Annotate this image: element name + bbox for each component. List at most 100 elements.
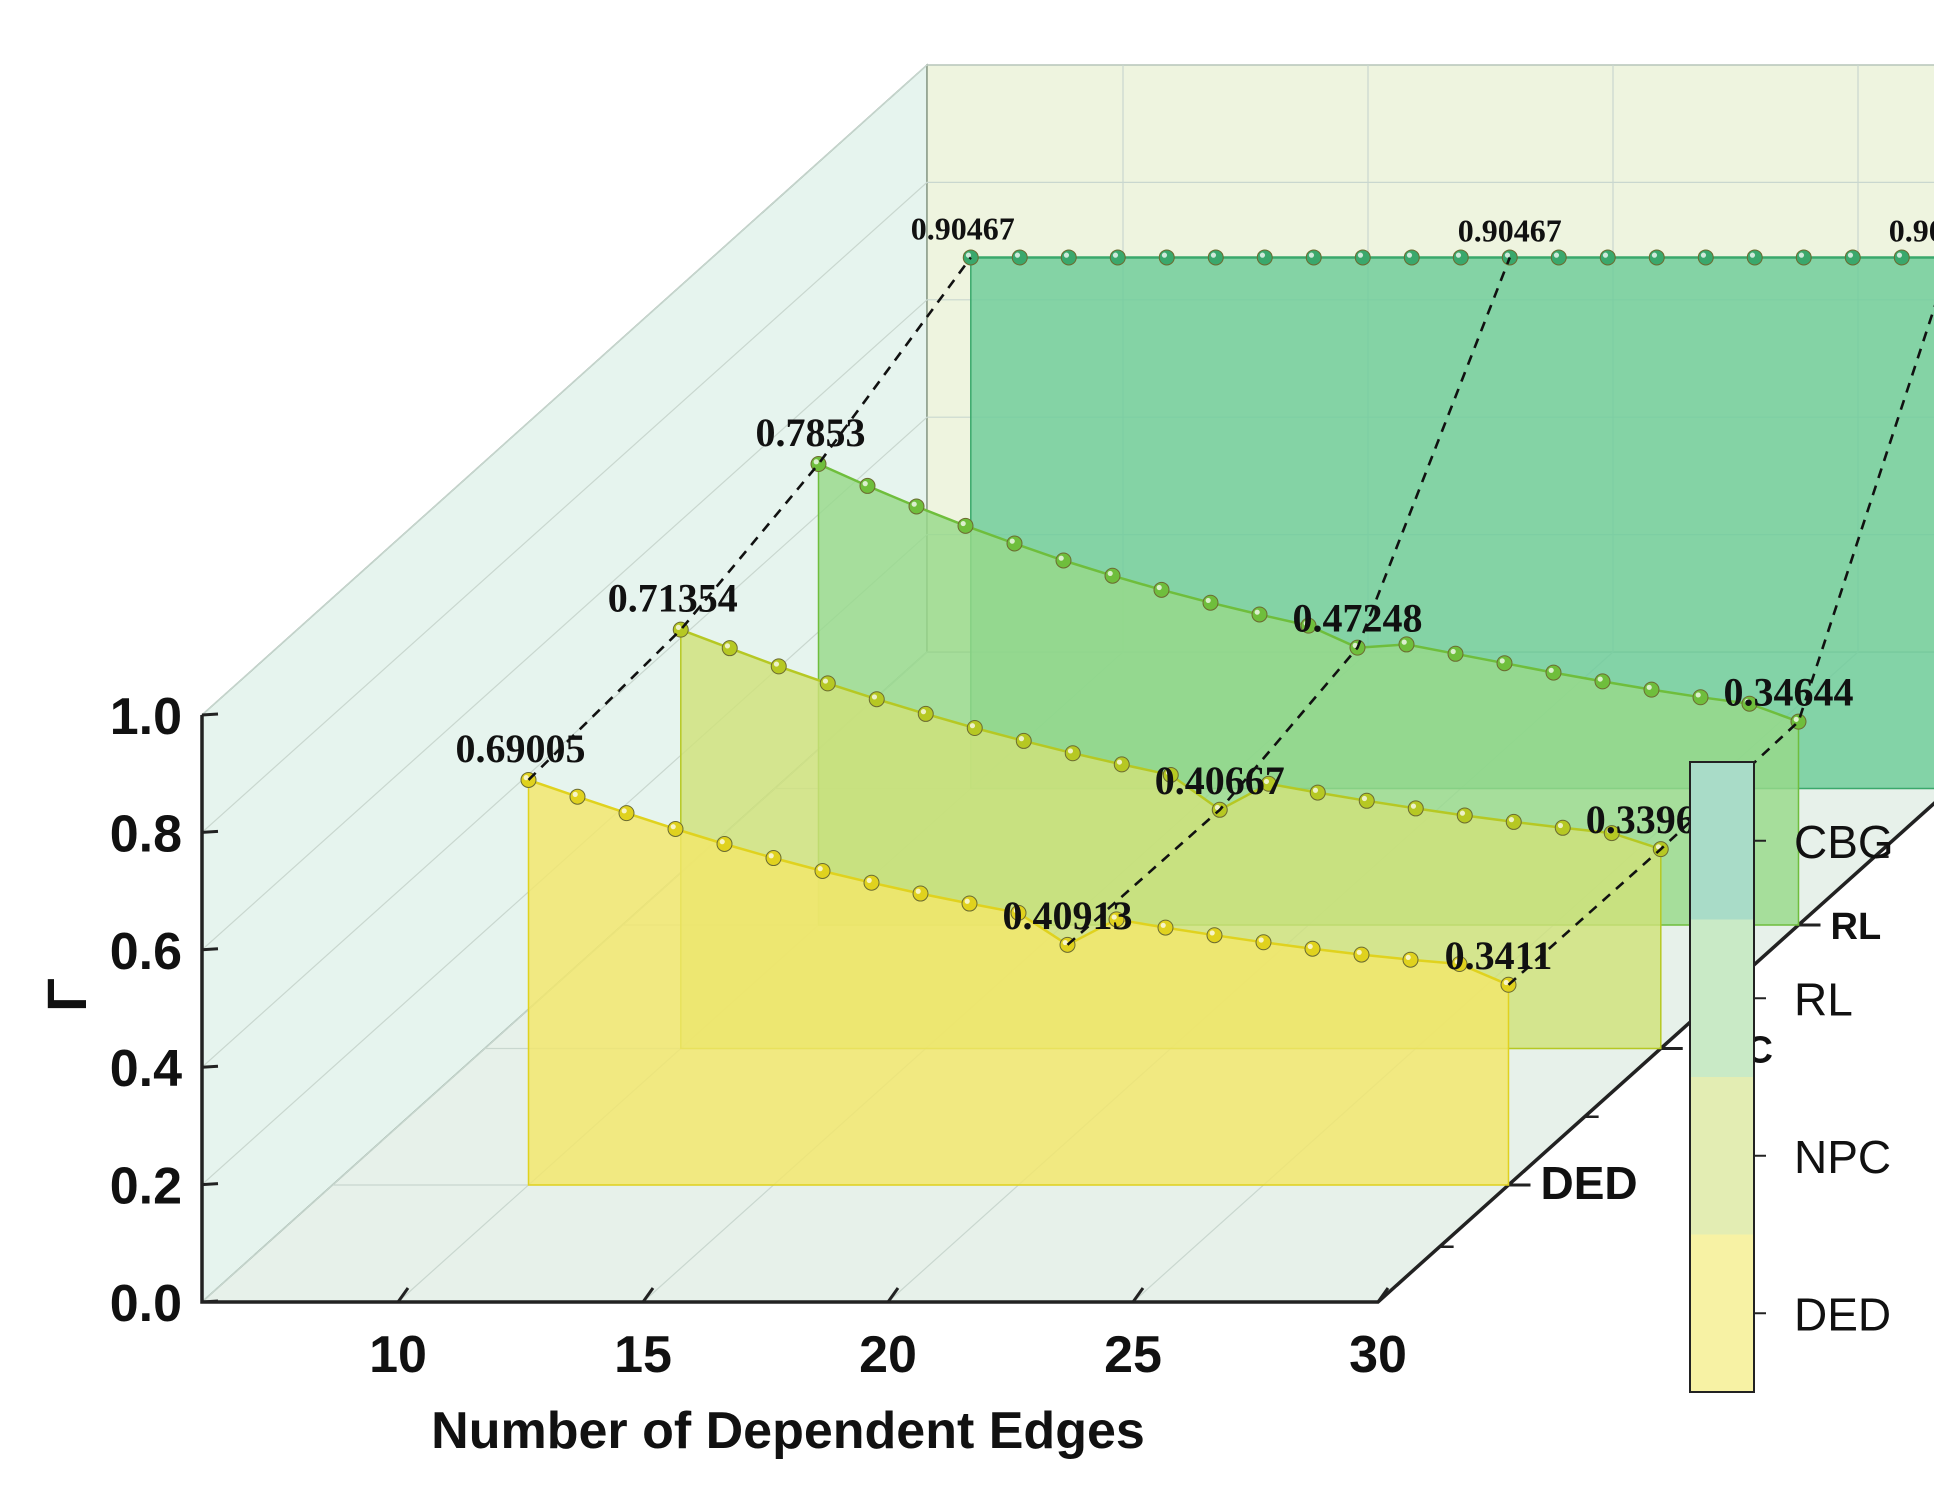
data-point xyxy=(908,498,925,515)
data-point-highlight xyxy=(1111,914,1117,920)
data-point-highlight xyxy=(1063,252,1070,258)
data-point xyxy=(1643,681,1660,698)
data-label: 0.71354 xyxy=(608,576,738,621)
data-point xyxy=(912,885,929,902)
y-tick-label: 0.2 xyxy=(110,1158,182,1216)
x-tick-mark xyxy=(396,1287,410,1303)
data-point xyxy=(1844,249,1861,266)
data-point-highlight xyxy=(1405,954,1411,961)
data-point-highlight xyxy=(1254,609,1260,615)
data-point xyxy=(1746,249,1763,266)
data-point-highlight xyxy=(1067,748,1074,754)
data-point xyxy=(1599,249,1616,266)
data-point xyxy=(1354,249,1371,266)
y-tick-mark xyxy=(201,1064,219,1069)
data-point-highlight xyxy=(1018,736,1025,742)
data-point-highlight xyxy=(1205,597,1211,604)
data-point xyxy=(1060,249,1077,266)
data-point-highlight xyxy=(1606,828,1613,834)
data-point xyxy=(1309,784,1326,801)
data-point xyxy=(1505,813,1522,830)
data-point xyxy=(1403,249,1420,266)
data-point xyxy=(1353,946,1370,963)
data-point-highlight xyxy=(1356,949,1362,955)
x-tick-mark xyxy=(1376,1287,1390,1303)
y-tick-label: 0.6 xyxy=(110,923,182,981)
data-label: 0.69005 xyxy=(456,726,586,771)
data-point-highlight xyxy=(1450,648,1456,655)
data-point-highlight xyxy=(822,678,829,684)
data-point xyxy=(1251,606,1268,623)
series-tick-label: DED xyxy=(1541,1157,1638,1209)
data-point-highlight xyxy=(1455,252,1462,258)
data-point-highlight xyxy=(1557,822,1564,829)
data-point-highlight xyxy=(523,775,529,781)
data-point-highlight xyxy=(964,898,970,904)
data-point-highlight xyxy=(1259,252,1266,258)
data-point xyxy=(1006,535,1023,552)
data-point-highlight xyxy=(965,252,972,258)
y-gridline xyxy=(201,181,1934,833)
data-point-highlight xyxy=(1896,252,1903,258)
y-tick-mark xyxy=(201,1182,219,1187)
data-point xyxy=(1452,249,1469,266)
data-point xyxy=(1305,249,1322,266)
x-axis-label: Number of Dependent Edges xyxy=(431,1402,1145,1460)
data-point xyxy=(569,788,586,805)
data-point-highlight xyxy=(1508,817,1515,823)
data-label: 0.3411 xyxy=(1445,933,1553,978)
y-tick-label: 0.0 xyxy=(110,1275,182,1333)
x-tick-mark xyxy=(641,1287,655,1303)
legend-swatch xyxy=(1690,919,1754,1077)
legend-swatch xyxy=(1690,1234,1754,1392)
data-point xyxy=(819,675,836,692)
data-point-highlight xyxy=(1410,803,1417,809)
data-point-highlight xyxy=(773,661,780,667)
data-point xyxy=(863,874,880,891)
data-point-highlight xyxy=(1258,937,1264,943)
data-point-highlight xyxy=(1013,907,1019,914)
data-point-highlight xyxy=(675,624,682,630)
data-point xyxy=(1893,249,1910,266)
data-point xyxy=(1207,249,1224,266)
data-point-highlight xyxy=(621,808,627,814)
y-tick-label: 0.4 xyxy=(110,1040,182,1098)
data-point-highlight xyxy=(1009,538,1015,544)
data-point-highlight xyxy=(1655,844,1662,850)
data-point-highlight xyxy=(1454,959,1460,965)
data-point-highlight xyxy=(1361,795,1368,802)
data-point-highlight xyxy=(1406,252,1413,258)
data-point xyxy=(1554,819,1571,836)
y-tick-mark xyxy=(201,829,219,834)
legend-label: CBG xyxy=(1794,816,1894,868)
data-point-highlight xyxy=(1116,759,1123,765)
data-point-highlight xyxy=(1161,252,1168,258)
data-point-highlight xyxy=(920,709,927,715)
data-point-highlight xyxy=(1165,770,1172,776)
data-label: 0.7853 xyxy=(756,410,866,455)
y-gridline xyxy=(201,64,1934,716)
data-point-highlight xyxy=(1602,252,1609,258)
data-point-highlight xyxy=(670,824,676,830)
data-point-highlight xyxy=(1312,787,1319,793)
data-point xyxy=(1064,745,1081,762)
data-point-highlight xyxy=(866,877,872,883)
y-tick-mark xyxy=(201,1299,219,1304)
x-tick-label: 30 xyxy=(1349,1326,1407,1384)
data-point xyxy=(859,477,876,494)
data-point-highlight xyxy=(1749,252,1756,258)
series-ded: 0.69005 0.40913 0.3411 xyxy=(456,726,1553,1186)
data-point-highlight xyxy=(1401,639,1407,645)
legend-swatch xyxy=(1690,762,1754,920)
data-point xyxy=(917,705,934,722)
data-point xyxy=(765,850,782,867)
legend-frame xyxy=(1689,761,1755,1393)
data-point xyxy=(1648,249,1665,266)
data-point xyxy=(868,691,885,708)
data-point-highlight xyxy=(1156,584,1162,591)
x-tick-label: 15 xyxy=(614,1326,672,1384)
data-point xyxy=(721,640,738,657)
data-point xyxy=(1109,249,1126,266)
data-label: 0.47248 xyxy=(1293,596,1423,641)
data-point-highlight xyxy=(1793,716,1799,722)
